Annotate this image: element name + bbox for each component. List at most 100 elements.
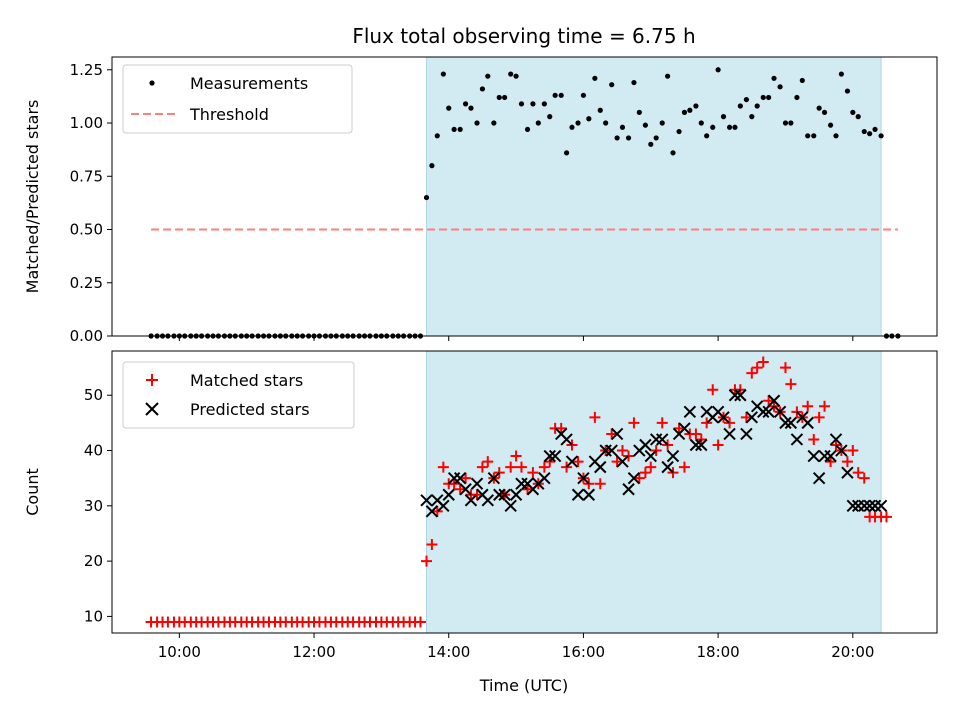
measurements-point (811, 133, 817, 139)
matched-stars-point (471, 489, 483, 501)
measurements-point (827, 122, 834, 128)
measurements-point (530, 101, 536, 107)
matched-stars-point (852, 467, 864, 479)
matched-stars-point (616, 445, 628, 457)
measurements-point (788, 120, 794, 126)
matched-stars-point (847, 445, 859, 457)
measurements-point (552, 92, 558, 98)
legend-marker-measurements (149, 80, 155, 86)
measurements-point (429, 163, 435, 169)
ratio-legend-box (122, 64, 353, 134)
measurements-point (518, 101, 525, 107)
matched-stars-point (476, 461, 488, 473)
measurements-point (508, 71, 514, 77)
count-x-axis: 10:00 12:00 14:00 16:00 18:00 20:00 (158, 633, 874, 661)
predicted-stars-point (846, 499, 860, 513)
ratio-y-axis: 0.00 0.25 0.50 0.75 1.00 1.25 (70, 61, 112, 345)
matched-stars-point (880, 511, 892, 523)
measurements-point (878, 133, 884, 139)
measurements-point (821, 109, 828, 115)
y-tick-label: 50 (84, 386, 103, 404)
measurements-point (457, 126, 463, 133)
measurements-point (844, 88, 851, 94)
y-tick-label: 40 (84, 442, 103, 460)
matched-stars-point (751, 362, 763, 374)
measurements-point (777, 84, 783, 90)
matched-stars-point (808, 433, 820, 445)
measurements-point (693, 103, 699, 109)
matched-stars-point (645, 461, 657, 473)
matched-stars-point (510, 450, 522, 462)
measurements-point (732, 124, 738, 130)
ratio-legend: Measurements Threshold (122, 64, 353, 134)
measurements-point (715, 67, 721, 73)
predicted-stars-point (470, 477, 484, 490)
measurements-point (580, 92, 587, 98)
measurements-point (496, 94, 502, 101)
predicted-stars-point (790, 433, 804, 446)
predicted-stars-point (695, 438, 708, 452)
matched-stars-point (763, 395, 775, 407)
x-tick-label: 10:00 (158, 643, 201, 661)
predicted-stars-point (425, 505, 439, 518)
predicted-stars-point (577, 471, 590, 485)
matched-stars-point (611, 456, 623, 468)
measurements-point (603, 120, 609, 126)
measurements-point (491, 120, 497, 126)
predicted-stars-point (829, 433, 843, 446)
measurements-point (619, 124, 626, 130)
measurements-point (676, 128, 682, 135)
matched-stars-point (757, 356, 769, 368)
x-tick-label: 12:00 (292, 643, 335, 661)
matched-stars-point (802, 400, 814, 412)
y-tick-label: 10 (84, 607, 103, 625)
predicted-stars-point (610, 427, 624, 441)
measurements-point (609, 82, 615, 88)
predicted-stars-point (442, 488, 455, 501)
ratio-panel: 0.00 0.25 0.50 0.75 1.00 1.25 Matched/Predict… (23, 56, 938, 345)
predicted-stars-point (757, 405, 770, 419)
y-tick-label: 0.25 (70, 274, 103, 292)
observing-window-shade-bottom (426, 350, 882, 634)
measurements-point (569, 124, 575, 130)
matched-stars-point (414, 616, 426, 628)
count-y-axis: 10 20 30 40 50 (84, 386, 112, 625)
measurements-point (681, 109, 688, 115)
predicted-stars-point (616, 455, 629, 468)
measurements-point (474, 120, 480, 126)
predicted-stars-point (565, 455, 579, 468)
legend-label-matched-stars: Matched stars (190, 371, 303, 390)
predicted-stars-point (779, 416, 792, 430)
measurements-point (766, 94, 772, 101)
predicted-stars-point (874, 499, 888, 513)
predicted-stars-point (734, 389, 747, 402)
y-tick-label: 1.25 (70, 61, 103, 79)
measurements-point (592, 75, 598, 81)
predicted-stars-point (509, 488, 523, 501)
legend-label-predicted-stars: Predicted stars (190, 400, 310, 419)
predicted-stars-point (812, 471, 826, 485)
y-tick-label: 20 (84, 552, 103, 570)
y-tick-label: 0.00 (70, 327, 103, 345)
matched-stars-point (785, 378, 797, 390)
measurements-point (642, 122, 648, 128)
matched-stars-point (656, 417, 668, 429)
measurements-point (547, 114, 553, 120)
measurements-point (563, 150, 570, 156)
matched-stars-point (707, 384, 719, 396)
predicted-stars-point (740, 427, 753, 441)
matched-stars-point (572, 456, 584, 468)
predicted-stars-point (656, 433, 669, 446)
measurements-point (698, 120, 704, 126)
x-tick-label: 14:00 (427, 643, 470, 661)
measurements-point (535, 120, 541, 126)
matched-stars-point (690, 428, 702, 440)
legend-marker-predicted-stars (145, 402, 159, 416)
x-tick-label: 18:00 (697, 643, 740, 661)
matched-stars-point (633, 472, 645, 484)
measurements-point (743, 96, 750, 103)
measurements-point (737, 103, 743, 109)
chart-title: Flux total observing time = 6.75 h (352, 24, 695, 48)
matched-stars-point (712, 439, 724, 451)
measurements-point (434, 133, 440, 139)
